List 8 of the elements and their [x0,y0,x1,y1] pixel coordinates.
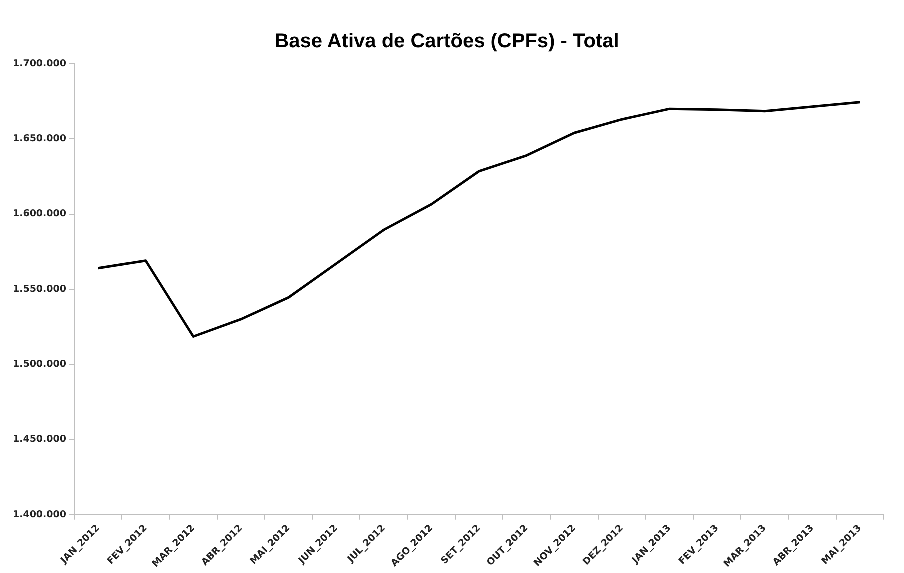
y-tick-label: 1.600.000 [12,208,67,220]
y-tick-label: 1.700.000 [12,58,67,70]
y-tick-label: 1.400.000 [12,509,67,520]
y-tick-label: 1.500.000 [12,359,67,370]
y-tick-label: 1.650.000 [12,134,67,145]
y-tick-label: 1.450.000 [12,434,67,446]
y-tick-label: 1.550.000 [12,284,67,295]
chart-title: Base Ativa de Cartões (CPFs) - Total [274,30,620,53]
